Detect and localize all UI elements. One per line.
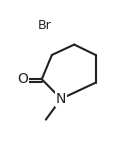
- Text: Br: Br: [38, 19, 52, 32]
- Text: N: N: [56, 92, 66, 106]
- Text: O: O: [17, 72, 28, 86]
